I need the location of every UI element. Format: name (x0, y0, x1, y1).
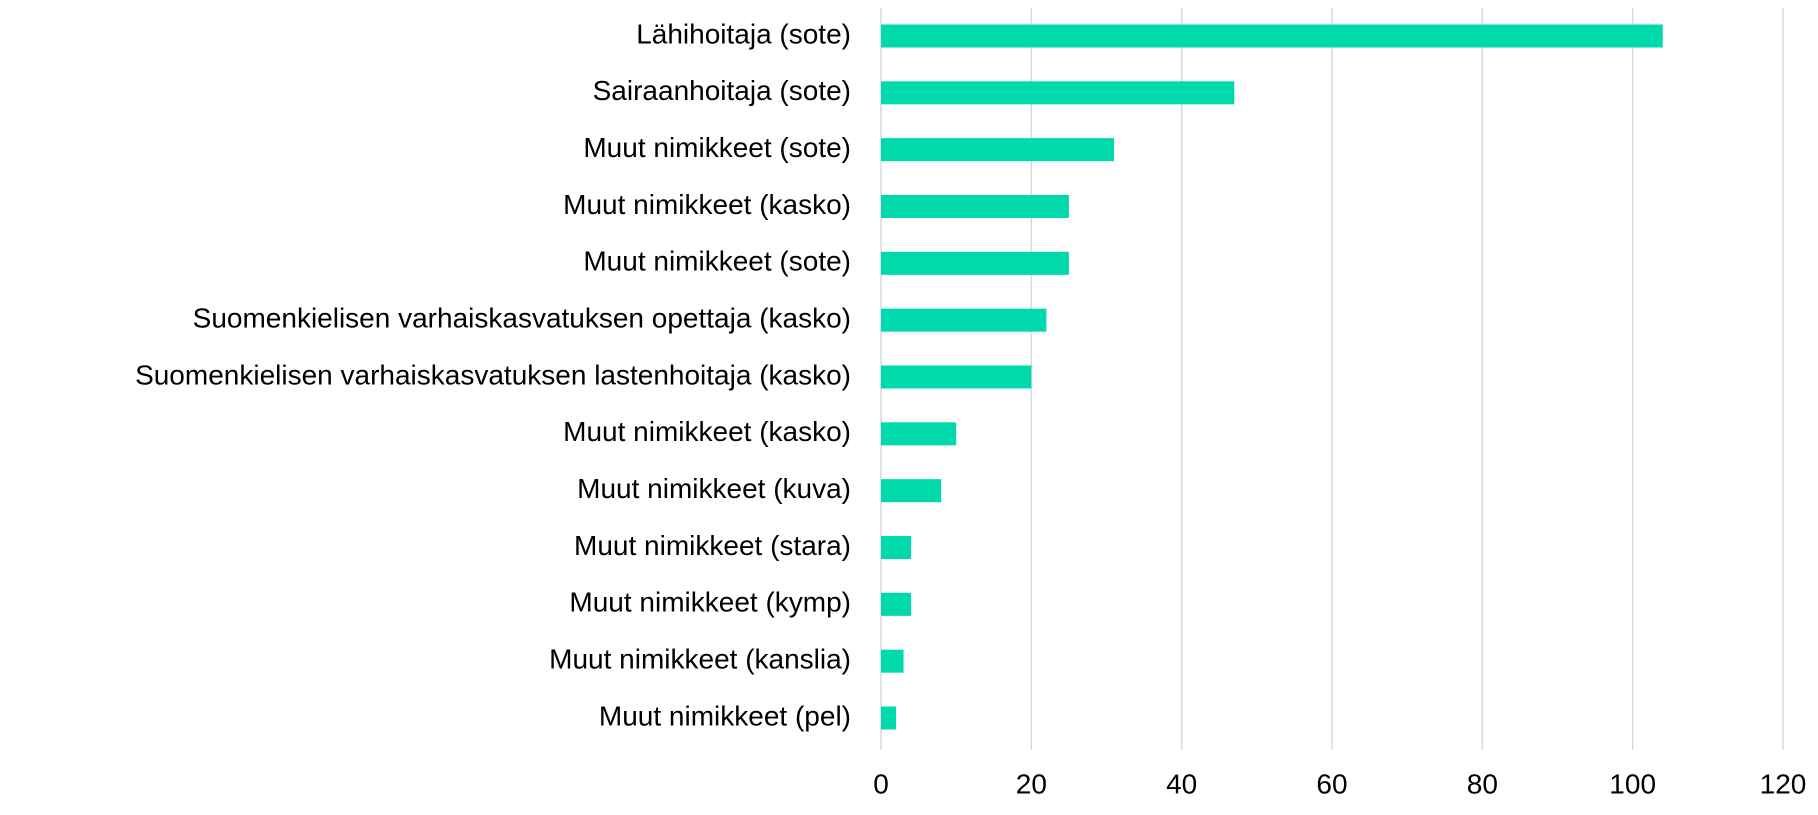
y-tick-label: Muut nimikkeet (kasko) (563, 189, 851, 220)
x-tick-label: 0 (873, 768, 889, 799)
bar (881, 195, 1069, 218)
bar (881, 138, 1115, 162)
y-tick-label: Muut nimikkeet (stara) (574, 530, 851, 561)
x-tick-label: 40 (1166, 768, 1197, 799)
bar (881, 308, 1047, 332)
x-tick-label: 100 (1609, 768, 1656, 799)
bar (881, 479, 942, 503)
y-tick-label: Muut nimikkeet (kuva) (577, 473, 851, 504)
bar (881, 649, 904, 673)
y-tick-label: Muut nimikkeet (kasko) (563, 416, 851, 447)
x-tick-label: 120 (1760, 768, 1807, 799)
x-tick-label: 60 (1316, 768, 1347, 799)
bar (881, 251, 1069, 275)
bar (881, 592, 912, 616)
y-tick-label: Muut nimikkeet (pel) (599, 700, 851, 731)
x-tick-label: 80 (1467, 768, 1498, 799)
y-tick-label: Muut nimikkeet (sote) (583, 246, 851, 277)
y-tick-label: Muut nimikkeet (kanslia) (549, 644, 851, 675)
y-tick-label: Muut nimikkeet (sote) (583, 132, 851, 163)
y-tick-label: Sairaanhoitaja (sote) (593, 75, 851, 106)
bar (881, 706, 897, 730)
y-tick-label: Muut nimikkeet (kymp) (569, 587, 851, 618)
bar (881, 81, 1235, 105)
bar (881, 365, 1032, 389)
y-tick-label: Suomenkielisen varhaiskasvatuksen lasten… (135, 359, 851, 390)
y-tick-label: Lähihoitaja (sote) (636, 18, 851, 49)
bar (881, 24, 1663, 48)
bar (881, 536, 912, 559)
bar (881, 422, 957, 446)
x-tick-label: 20 (1016, 768, 1047, 799)
y-tick-label: Suomenkielisen varhaiskasvatuksen opetta… (193, 303, 851, 334)
